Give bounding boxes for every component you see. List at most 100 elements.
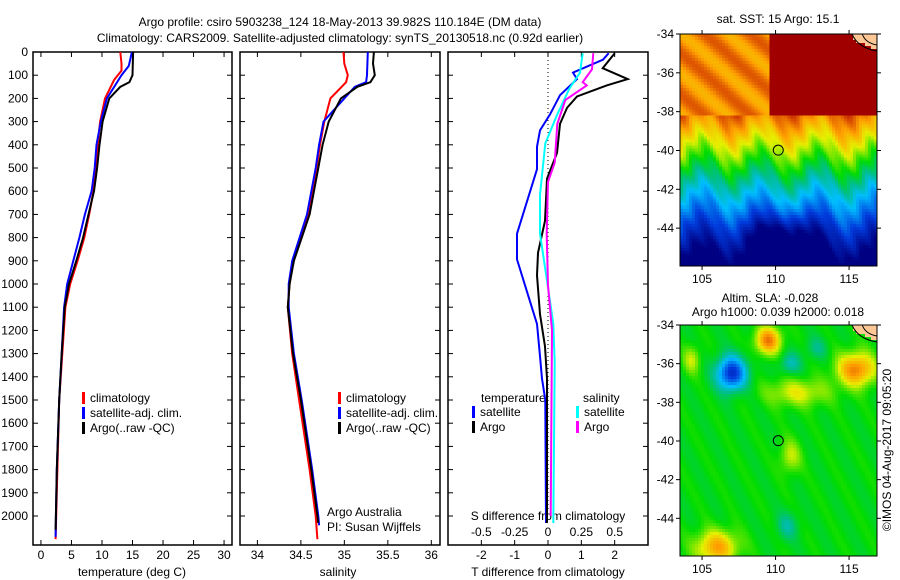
sla-lat-label: -34 [657,318,675,332]
legend-label: Argo [584,420,610,434]
sla-map-image [680,325,877,556]
differences-line-salinity-argo [545,53,595,517]
s-difference-tick-label: 0.5 [606,525,623,539]
sst-lat-label: -44 [657,221,675,235]
salinity-xlabel: salinity [320,565,357,579]
legend-swatch-1 [338,407,341,419]
differences-xtick-label: -1 [509,548,520,562]
sla-lat-label: -36 [657,357,675,371]
legend-swatch-1 [472,421,475,433]
depth-tick-label: 2000 [1,509,28,523]
salinity-xtick-label: 35 [338,548,352,562]
s-difference-tick-label: -0.25 [501,525,529,539]
differences-line-temperature-argo [535,52,631,523]
sla-lon-label: 115 [839,562,858,576]
argo-australia-label: Argo Australia [327,505,402,519]
sst-coastline [851,33,878,52]
sla-lat-label: -38 [657,395,675,409]
t-difference-xlabel: T difference from climatology [471,565,625,579]
legend-label: satellite-adj. clim. [346,406,438,420]
copyright-text: ©IMOS 04-Aug-2017 09:05:20 [880,369,894,532]
legend-label: satellite-adj. clim. [90,406,182,420]
depth-tick-label: 300 [8,115,28,129]
legend-label: Argo(..raw -QC) [346,421,431,435]
salinity-xtick-label: 36 [425,548,439,562]
temperature-xtick-label: 30 [217,548,231,562]
legend-swatch-0 [338,392,341,404]
legend-swatch-2 [338,422,341,434]
depth-tick-label: 1200 [1,323,28,337]
differences-xtick-label: -2 [476,548,487,562]
legend-label: Argo [480,420,506,434]
sst-lon-label: 115 [839,272,858,286]
sla-coastline [851,324,878,343]
sst-map-title: sat. SST: 15 Argo: 15.1 [717,12,840,26]
title-line-1: Argo profile: csiro 5903238_124 18-May-2… [139,15,542,29]
depth-tick-label: 900 [8,254,28,268]
depth-tick-label: 1500 [1,393,28,407]
differences-xtick-label: 0 [545,548,552,562]
depth-tick-label: 600 [8,184,28,198]
depth-tick-label: 1300 [1,347,28,361]
legend-swatch-3 [576,421,579,433]
sla-lat-label: -44 [657,511,675,525]
sst-lat-label: -40 [657,143,675,157]
sst-lat-label: -34 [657,27,675,41]
sst-lon-label: 110 [766,272,785,286]
temperature-xtick-label: 10 [95,548,109,562]
sla-coastline [861,324,878,337]
temperature-xtick-label: 15 [126,548,140,562]
temperature-xtick-label: 20 [156,548,170,562]
temperature-line-argo-raw-qc- [54,51,135,530]
depth-tick-label: 100 [8,68,28,82]
pi-label: PI: Susan Wijffels [327,520,421,534]
depth-tick-label: 1700 [1,439,28,453]
salinity-xtick-label: 34 [251,548,265,562]
legend-swatch-1 [82,407,85,419]
depth-tick-label: 700 [8,207,28,221]
salinity-xtick-label: 35.5 [376,548,400,562]
sla-map-title: Altim. SLA: -0.028 [722,291,819,305]
depth-tick-label: 1000 [1,277,28,291]
legend-salinity-title: salinity [583,391,620,405]
sla-lat-label: -42 [657,473,675,487]
depth-tick-label: 800 [8,231,28,245]
depth-tick-label: 200 [8,91,28,105]
temperature-xtick-label: 0 [38,548,45,562]
depth-tick-label: 500 [8,161,28,175]
differences-xtick-label: 1 [578,548,585,562]
differences-xtick-label: 2 [611,548,618,562]
differences-line-temperature-satellite [516,52,610,524]
depth-tick-label: 0 [21,45,28,59]
differences-line-salinity-satellite [539,53,584,524]
salinity-line-climatology [286,51,349,540]
legend-swatch-0 [82,392,85,404]
salinity-xtick-label: 34.5 [289,548,313,562]
temperature-xlabel: temperature (deg C) [78,565,186,579]
legend-label: climatology [90,391,150,405]
sst-coastline [861,33,878,46]
temperature-xtick-label: 25 [187,548,201,562]
sla-lon-label: 105 [692,562,712,576]
s-difference-tick-label: 0.25 [570,525,594,539]
s-difference-tick-label: -0.5 [471,525,492,539]
sla-argo-position-marker [772,435,784,447]
salinity-plot-frame [239,51,441,546]
sla-lon-label: 110 [766,562,785,576]
temperature-xtick-label: 5 [68,548,75,562]
s-difference-tick-label: 0 [545,525,552,539]
sla-argo-heights: Argo h1000: 0.039 h2000: 0.018 [692,305,864,319]
legend-label: satellite [584,405,625,419]
sla-lat-label: -40 [657,434,675,448]
legend-label: satellite [480,405,521,419]
legend-label: Argo(..raw -QC) [90,421,175,435]
salinity-line-argo-raw-qc- [286,51,376,524]
temperature-plot-frame [32,51,233,546]
sla-map-frame [679,324,878,557]
sst-lat-label: -38 [657,105,675,119]
depth-tick-label: 1400 [1,370,28,384]
legend-label: climatology [346,391,406,405]
legend-temperature-title: temperature [481,391,546,405]
